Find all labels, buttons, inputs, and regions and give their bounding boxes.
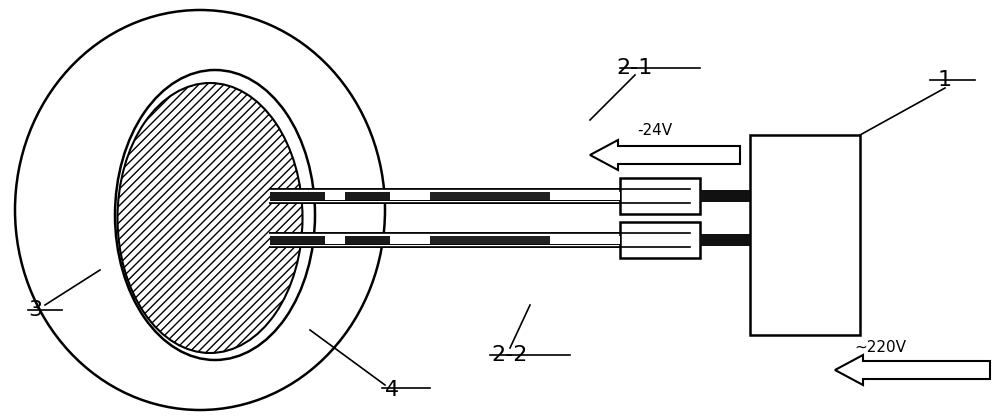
Bar [550,192,580,200]
Bar [700,190,750,202]
Text: ~220V: ~220V [854,339,906,354]
Text: 1: 1 [938,70,952,90]
Bar [270,192,325,200]
Text: 3: 3 [28,300,42,320]
Text: 4: 4 [385,380,399,400]
Text: 2-1: 2-1 [617,58,653,78]
Bar [620,178,700,214]
Bar [325,236,345,244]
FancyArrow shape [835,355,990,385]
Bar [550,192,620,200]
Bar [430,236,480,244]
Bar [480,192,550,200]
Text: -24V: -24V [637,122,673,137]
Bar [390,192,430,200]
Bar [550,236,620,244]
Bar [620,222,700,258]
Bar [430,236,550,244]
Bar [430,192,480,200]
Bar [430,192,550,200]
Ellipse shape [115,70,315,360]
Bar [700,234,750,246]
Bar [270,189,690,203]
Bar [325,192,345,200]
FancyArrow shape [590,140,740,170]
Bar [750,135,860,335]
Bar [345,192,390,200]
Bar [345,236,390,244]
Text: 2-2: 2-2 [492,345,528,365]
Bar [390,236,430,244]
Ellipse shape [118,83,302,353]
Bar [270,236,325,244]
Bar [270,233,690,247]
